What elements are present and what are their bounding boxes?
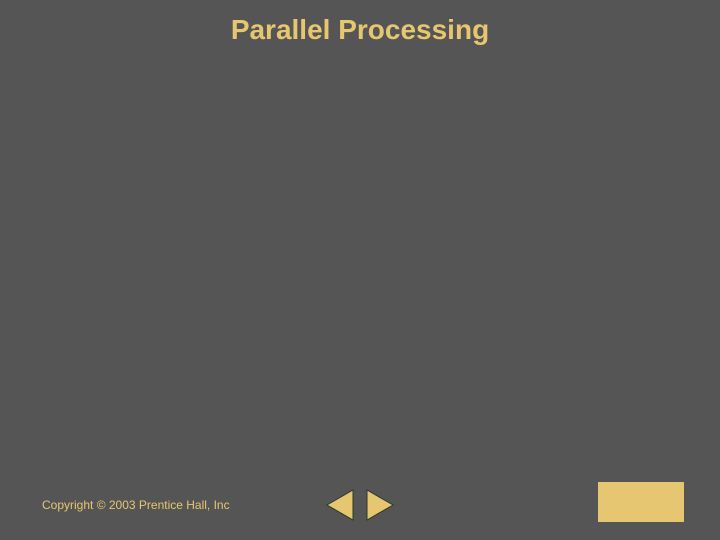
slide-title: Parallel Processing [0,14,720,46]
copyright-text: Copyright © 2003 Prentice Hall, Inc [42,498,230,512]
nav-controls [323,488,397,522]
gold-box[interactable] [598,482,684,522]
next-button[interactable] [363,488,397,522]
slide: Parallel Processing Copyright © 2003 Pre… [0,0,720,540]
prev-button[interactable] [323,488,357,522]
triangle-right-icon [363,488,397,522]
triangle-left-icon [323,488,357,522]
